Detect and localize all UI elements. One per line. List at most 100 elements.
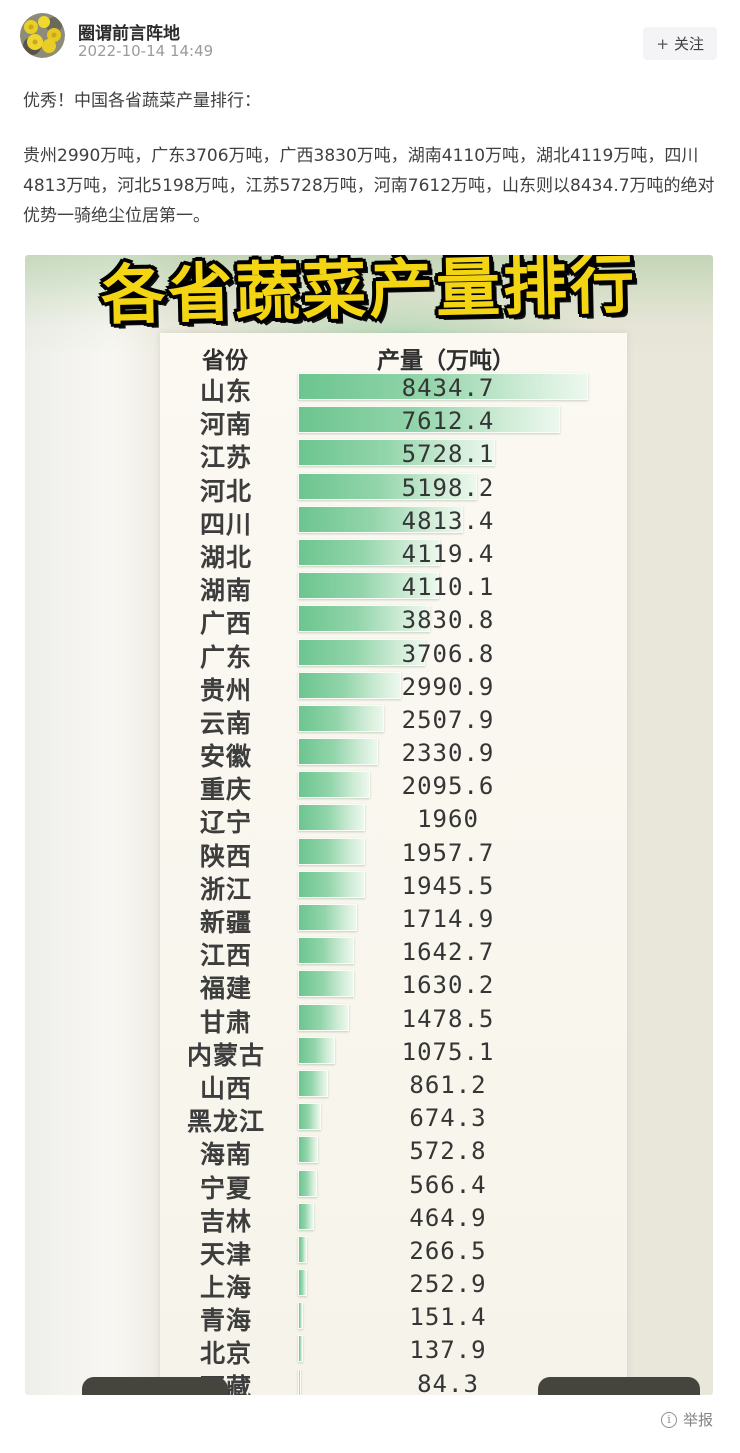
table-row: 江西 1642.7 bbox=[160, 934, 627, 970]
table-row: 宁夏 566.4 bbox=[160, 1167, 627, 1203]
value-label: 2507.9 bbox=[401, 705, 495, 734]
value-bar bbox=[298, 1103, 322, 1131]
avatar[interactable] bbox=[20, 13, 65, 58]
province-label: 福建 bbox=[199, 974, 252, 1004]
table-row: 吉林 464.9 bbox=[160, 1200, 627, 1236]
province-label: 江西 bbox=[199, 941, 252, 971]
value-bar bbox=[298, 1169, 318, 1197]
avatar-flowers-image bbox=[20, 13, 65, 58]
value-label: 572.8 bbox=[409, 1137, 487, 1166]
province-label: 河北 bbox=[199, 476, 252, 506]
province-label: 上海 bbox=[199, 1273, 252, 1303]
value-label: 5198.2 bbox=[401, 473, 495, 502]
province-label: 山东 bbox=[199, 377, 252, 406]
video-ui-corner-right bbox=[538, 1377, 700, 1395]
username[interactable]: 圈谓前言阵地 bbox=[78, 24, 180, 44]
post-title: 优秀！中国各省蔬菜产量排行： bbox=[23, 91, 261, 111]
value-bar bbox=[298, 1302, 304, 1330]
value-bar bbox=[298, 472, 477, 500]
value-bar bbox=[298, 1368, 301, 1395]
value-bar bbox=[298, 771, 371, 799]
table-row: 广东 3706.8 bbox=[160, 636, 627, 672]
value-label: 2095.6 bbox=[401, 772, 495, 801]
table-row: 黑龙江 674.3 bbox=[160, 1100, 627, 1136]
value-bar bbox=[298, 804, 366, 832]
value-label: 566.4 bbox=[409, 1170, 487, 1199]
value-label: 2990.9 bbox=[401, 672, 495, 701]
value-label: 84.3 bbox=[417, 1369, 479, 1395]
province-label: 辽宁 bbox=[199, 808, 252, 838]
province-label: 安徽 bbox=[199, 742, 252, 772]
table-row: 广西 3830.8 bbox=[160, 602, 627, 638]
value-bar bbox=[298, 605, 430, 633]
table-row: 海南 572.8 bbox=[160, 1133, 627, 1169]
value-bar bbox=[298, 638, 426, 666]
province-label: 内蒙古 bbox=[186, 1040, 265, 1070]
value-bar bbox=[298, 1136, 318, 1164]
value-bar bbox=[298, 904, 357, 931]
table-row: 贵州 2990.9 bbox=[160, 669, 627, 705]
value-bar bbox=[298, 704, 385, 732]
value-bar bbox=[298, 837, 366, 865]
table-row: 陕西 1957.7 bbox=[160, 835, 627, 871]
table-row: 江苏 5728.1 bbox=[160, 436, 627, 472]
province-label: 吉林 bbox=[199, 1206, 252, 1236]
province-label: 江苏 bbox=[199, 443, 252, 473]
table-row: 山西 861.2 bbox=[160, 1067, 627, 1103]
province-label: 云南 bbox=[199, 708, 252, 738]
province-label: 重庆 bbox=[199, 775, 252, 805]
post-timestamp: 2022-10-14 14:49 bbox=[78, 42, 214, 60]
chart-header-row: 省份 产量（万吨） bbox=[160, 341, 627, 374]
value-label: 151.4 bbox=[409, 1303, 487, 1332]
value-bar bbox=[298, 970, 355, 998]
value-label: 4110.1 bbox=[401, 573, 495, 602]
province-label: 湖南 bbox=[199, 576, 252, 606]
value-bar bbox=[298, 1036, 335, 1064]
video-ui-corner-left bbox=[82, 1377, 228, 1395]
province-label: 宁夏 bbox=[199, 1173, 252, 1203]
province-label: 广西 bbox=[199, 609, 252, 639]
value-bar bbox=[298, 738, 379, 766]
value-label: 1960 bbox=[417, 805, 479, 834]
value-bar bbox=[298, 572, 440, 600]
follow-button-label: 关注 bbox=[673, 35, 704, 53]
province-label: 天津 bbox=[199, 1239, 252, 1269]
value-label: 137.9 bbox=[409, 1336, 487, 1365]
value-bar bbox=[298, 1235, 308, 1263]
report-label: 举报 bbox=[682, 1411, 713, 1429]
province-label: 新疆 bbox=[199, 908, 252, 937]
value-label: 252.9 bbox=[409, 1270, 487, 1299]
value-label: 1075.1 bbox=[401, 1037, 495, 1066]
province-label: 青海 bbox=[199, 1306, 252, 1336]
table-row: 甘肃 1478.5 bbox=[160, 1001, 627, 1037]
value-bar bbox=[298, 406, 560, 434]
value-label: 3830.8 bbox=[401, 606, 495, 635]
value-bar bbox=[298, 1269, 307, 1297]
province-label: 北京 bbox=[199, 1339, 252, 1369]
value-label: 3706.8 bbox=[401, 639, 495, 668]
table-row: 内蒙古 1075.1 bbox=[160, 1034, 627, 1070]
table-row: 云南 2507.9 bbox=[160, 702, 627, 738]
value-label: 7612.4 bbox=[401, 407, 495, 436]
table-row: 安徽 2330.9 bbox=[160, 735, 627, 771]
value-label: 5728.1 bbox=[401, 440, 495, 469]
value-bar bbox=[298, 538, 440, 566]
value-bar bbox=[298, 505, 464, 533]
plus-icon: + bbox=[656, 34, 669, 53]
post-image[interactable]: 各省蔬菜产量排行 省份 产量（万吨） 山东 8434.7 河南 7612.4 江苏 572… bbox=[25, 255, 713, 1395]
value-label: 8434.7 bbox=[401, 374, 495, 402]
follow-button[interactable]: + 关注 bbox=[643, 27, 717, 60]
value-label: 4119.4 bbox=[401, 539, 495, 568]
province-label: 甘肃 bbox=[199, 1007, 252, 1037]
report-button[interactable]: i 举报 bbox=[660, 1409, 713, 1430]
chart-rows: 山东 8434.7 河南 7612.4 江苏 5728.1 河北 5198.2 四川 4813.4… bbox=[160, 370, 627, 1395]
province-label: 海南 bbox=[199, 1140, 252, 1170]
value-bar bbox=[298, 1202, 314, 1230]
table-row: 四川 4813.4 bbox=[160, 503, 627, 539]
value-bar bbox=[298, 870, 365, 898]
value-bar bbox=[298, 937, 355, 965]
table-row: 湖北 4119.4 bbox=[160, 536, 627, 572]
value-bar bbox=[298, 439, 495, 467]
value-bar bbox=[298, 1003, 349, 1031]
